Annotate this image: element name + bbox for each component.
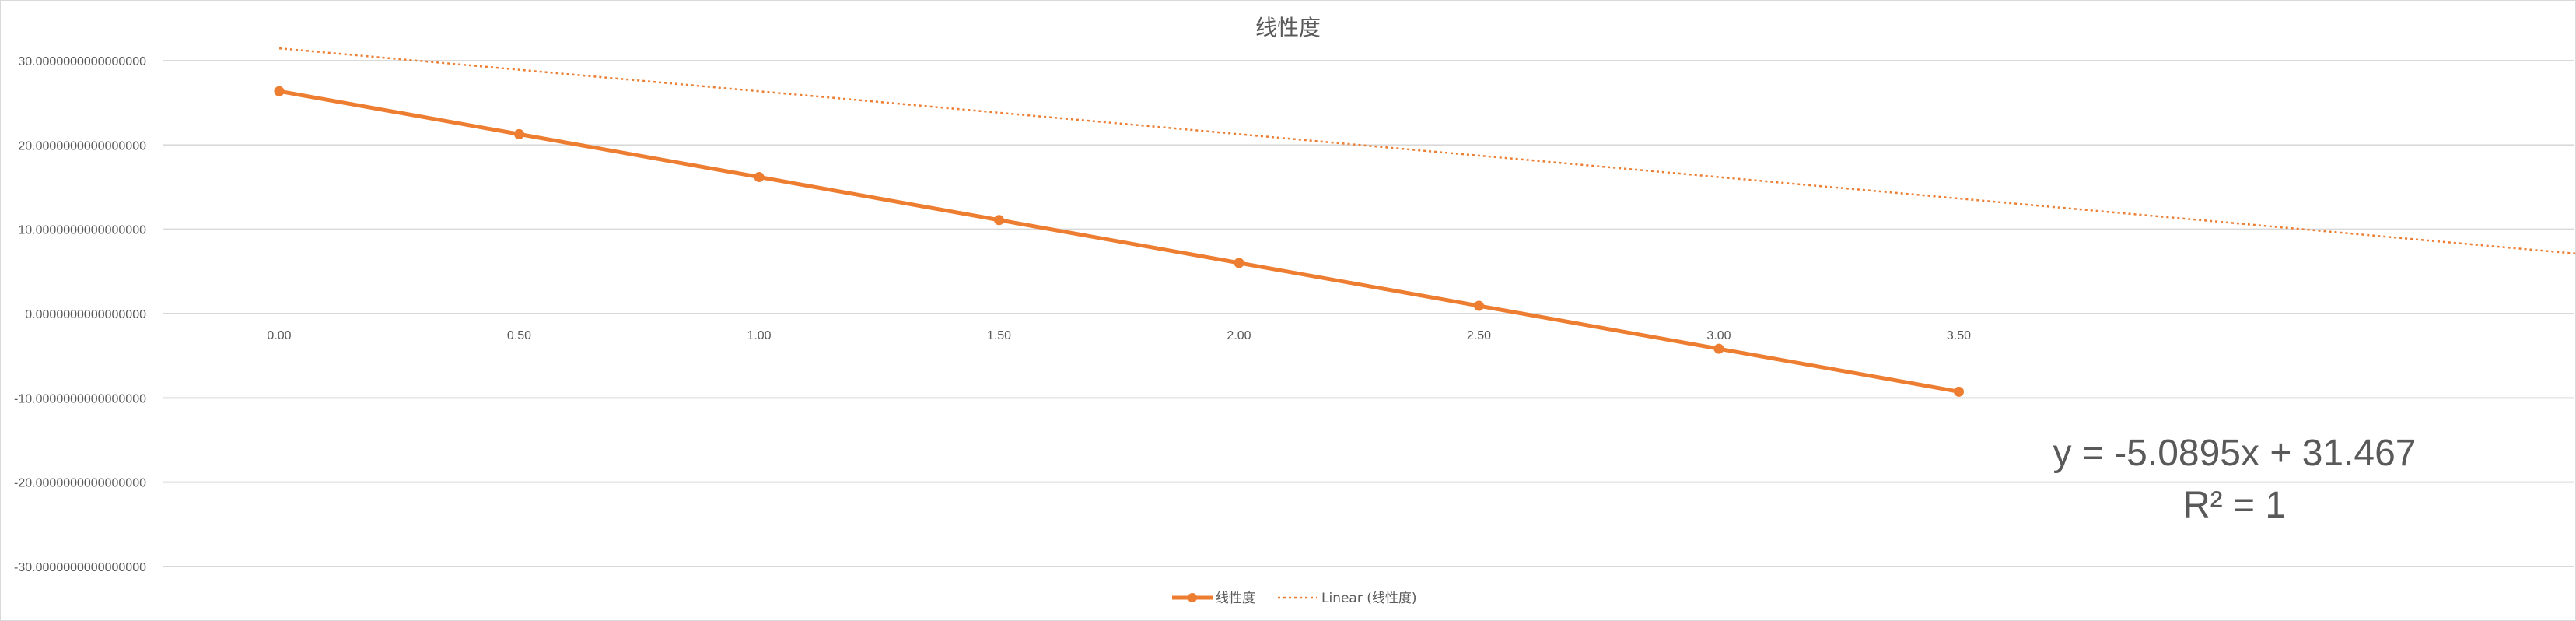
data-point — [274, 86, 285, 96]
y-axis-ticks: 30.0000000000000000 20.0000000000000000 10… — [14, 55, 146, 574]
x-tick-label: 2.00 — [1227, 329, 1251, 342]
data-point — [1954, 386, 1964, 397]
data-point — [1234, 258, 1244, 268]
gridlines — [163, 60, 2574, 567]
x-tick-label: 3.00 — [1706, 329, 1731, 342]
legend-series-label: 线性度 — [1216, 591, 1255, 606]
series-line — [278, 89, 1959, 394]
x-axis-ticks: 0.00 0.50 1.00 1.50 2.00 2.50 3.00 3.50 — [267, 329, 1971, 342]
data-point — [1474, 300, 1484, 311]
data-point — [1713, 343, 1724, 354]
y-tick-label: 10.0000000000000000 — [18, 224, 146, 237]
x-tick-label: 2.50 — [1467, 329, 1491, 342]
y-tick-label: -20.0000000000000000 — [14, 477, 146, 490]
trendline — [278, 47, 2576, 255]
y-tick-label: -30.0000000000000000 — [14, 561, 146, 574]
x-tick-label: 1.00 — [747, 329, 771, 342]
data-point — [754, 172, 765, 182]
x-tick-label: 0.00 — [267, 329, 291, 342]
trendline-r-squared-text: R² = 1 — [2183, 485, 2286, 526]
x-tick-label: 0.50 — [507, 329, 531, 342]
trendline-equation-text: y = -5.0895x + 31.467 — [2053, 433, 2416, 474]
legend-trendline-label: Linear (线性度) — [1321, 591, 1417, 606]
trendline-equation: y = -5.0895x + 31.467 R² = 1 — [2053, 433, 2416, 526]
legend: 线性度 Linear (线性度) — [1172, 591, 1417, 606]
series-layer — [274, 86, 1964, 397]
x-tick-label: 1.50 — [987, 329, 1011, 342]
chart-title: 线性度 — [1255, 15, 1321, 40]
legend-series-marker — [1188, 593, 1197, 602]
y-tick-label: 20.0000000000000000 — [18, 139, 146, 153]
trendline-layer — [278, 47, 2576, 255]
data-point — [994, 215, 1004, 226]
y-tick-label: -10.0000000000000000 — [14, 392, 146, 405]
x-tick-label: 3.50 — [1947, 329, 1971, 342]
data-point — [514, 128, 524, 139]
y-tick-label: 0.0000000000000000 — [25, 308, 146, 321]
y-tick-label: 30.0000000000000000 — [18, 55, 146, 68]
